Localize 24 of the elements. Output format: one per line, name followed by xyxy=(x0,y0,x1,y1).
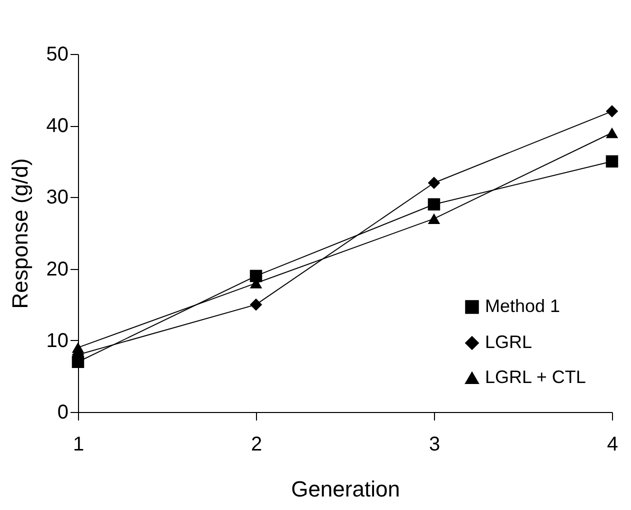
point xyxy=(428,198,440,210)
point xyxy=(72,342,84,353)
y-tick-label: 30 xyxy=(46,186,68,209)
y-tick-label: 50 xyxy=(46,44,68,66)
point xyxy=(250,298,262,311)
x-tick-label: 2 xyxy=(250,434,262,456)
y-tick-label: 40 xyxy=(46,115,68,138)
legend-label: LGRL + CTL xyxy=(485,367,586,387)
point xyxy=(428,176,440,190)
point xyxy=(250,270,262,282)
y-tick-label: 10 xyxy=(46,330,68,352)
point xyxy=(606,127,618,138)
x-axis-title: Generation xyxy=(291,476,400,502)
y-tick-label: 20 xyxy=(46,258,68,280)
legend-label: LGRL xyxy=(485,332,532,352)
y-tick-label: 0 xyxy=(57,402,68,424)
legend-label: Method 1 xyxy=(485,296,560,316)
x-tick-label: 4 xyxy=(606,434,618,456)
x-tick-label: 3 xyxy=(428,434,440,456)
point xyxy=(606,105,618,118)
point xyxy=(606,155,618,168)
y-axis-title: Response (g/d) xyxy=(7,158,32,309)
x-tick-label: 1 xyxy=(72,434,84,456)
point xyxy=(428,213,440,224)
